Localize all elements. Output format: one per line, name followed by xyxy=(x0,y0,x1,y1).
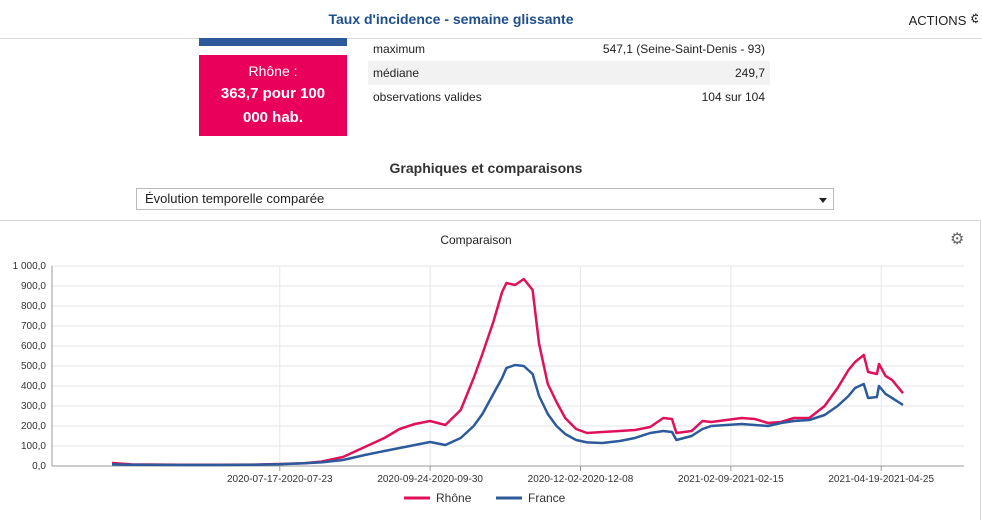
y-axis: 0,0 100,0 200,0 300,0 400,0 500,0 600,0 700,0 80… xyxy=(13,261,53,472)
top-bar: Taux d'incidence - semaine glissante ACT… xyxy=(0,0,982,39)
x-tick-label: 2020-12-02-2020-12-08 xyxy=(528,474,634,485)
y-tick-label: 300,0 xyxy=(21,401,46,412)
chart-legend[interactable]: Rhône France xyxy=(404,491,566,505)
chart-panel xyxy=(0,220,981,520)
series-line-rhne xyxy=(111,277,904,467)
y-tick-label: 600,0 xyxy=(21,341,46,352)
x-tick-label: 2021-02-09-2021-02-15 xyxy=(678,474,784,485)
comparison-chart: Comparaison 0,0 100,0 200,0 300,0 400,0 500,0… xyxy=(13,233,964,505)
select-value: Évolution temporelle comparée xyxy=(145,191,325,206)
x-tick-label: 2020-07-17-2020-07-23 xyxy=(227,474,333,485)
x-tick-label: 2021-04-19-2021-04-25 xyxy=(828,474,934,485)
chart-type-select[interactable]: Évolution temporelle comparée xyxy=(136,188,834,210)
card-label: Rhône : xyxy=(248,63,298,79)
y-tick-label: 200,0 xyxy=(21,421,46,432)
section-title: Graphiques et comparaisons xyxy=(389,160,583,176)
x-tick-label: 2020-09-24-2020-09-30 xyxy=(377,474,483,485)
chevron-down-icon xyxy=(819,198,827,203)
legend-label: France xyxy=(528,491,566,505)
y-tick-label: 800,0 xyxy=(21,301,46,312)
chart-series xyxy=(111,277,904,467)
value-card: Rhône : 363,7 pour 100 000 hab. xyxy=(199,55,347,136)
series-line-france xyxy=(111,363,904,467)
stats-row: maximum 547,1 (Seine-Saint-Denis - 93) xyxy=(368,37,770,61)
color-bar xyxy=(199,38,347,46)
card-value-line2: 000 hab. xyxy=(242,109,304,126)
stat-value: 547,1 (Seine-Saint-Denis - 93) xyxy=(602,42,765,56)
actions-button[interactable]: ACTIONS ⚙ xyxy=(909,11,978,28)
stats-row: observations valides 104 sur 104 xyxy=(368,85,770,109)
card-value-line1: 363,7 pour 100 xyxy=(220,85,326,102)
actions-label: ACTIONS xyxy=(908,13,967,28)
y-tick-label: 900,0 xyxy=(21,281,46,292)
stats-row: médiane 249,7 xyxy=(368,61,770,85)
stat-label: médiane xyxy=(373,66,420,80)
stat-label: maximum xyxy=(373,42,426,56)
stats-table: maximum 547,1 (Seine-Saint-Denis - 93) m… xyxy=(368,37,770,109)
y-tick-label: 0,0 xyxy=(32,461,46,472)
y-tick-label: 400,0 xyxy=(21,381,46,392)
chart-settings-gear-icon[interactable]: ⚙ xyxy=(950,231,965,248)
chart-title: Comparaison xyxy=(440,233,511,247)
chart-grid xyxy=(52,265,964,467)
y-tick-label: 100,0 xyxy=(21,441,46,452)
legend-label: Rhône xyxy=(436,491,472,505)
stat-label: observations valides xyxy=(373,90,482,104)
y-tick-label: 1 000,0 xyxy=(13,261,47,272)
y-tick-label: 700,0 xyxy=(21,321,46,332)
stat-value: 249,7 xyxy=(734,66,765,80)
x-axis: 2020-07-17-2020-07-23 2020-09-24-2020-09-… xyxy=(52,465,964,485)
stat-value: 104 sur 104 xyxy=(701,90,765,104)
gear-icon: ⚙ xyxy=(970,11,978,26)
page-title: Taux d'incidence - semaine glissante xyxy=(328,11,574,27)
y-tick-label: 500,0 xyxy=(21,361,46,372)
